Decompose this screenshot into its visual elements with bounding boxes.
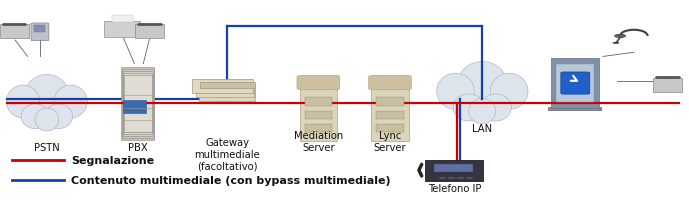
FancyBboxPatch shape <box>448 177 455 179</box>
Text: Mediation
Server: Mediation Server <box>294 131 343 152</box>
FancyBboxPatch shape <box>466 177 473 179</box>
Ellipse shape <box>491 74 528 110</box>
FancyBboxPatch shape <box>556 65 594 102</box>
FancyBboxPatch shape <box>200 86 256 101</box>
FancyBboxPatch shape <box>196 83 254 97</box>
FancyBboxPatch shape <box>123 73 152 135</box>
FancyBboxPatch shape <box>104 22 140 38</box>
Ellipse shape <box>25 75 69 116</box>
Ellipse shape <box>437 74 474 110</box>
Ellipse shape <box>54 86 88 118</box>
Text: Contenuto multimediale (con bypass multimediale): Contenuto multimediale (con bypass multi… <box>71 176 391 185</box>
Text: Segnalazione: Segnalazione <box>71 155 154 165</box>
FancyBboxPatch shape <box>434 164 473 172</box>
Text: LAN: LAN <box>472 124 493 134</box>
Ellipse shape <box>6 86 40 118</box>
FancyBboxPatch shape <box>551 59 599 109</box>
Text: PSTN: PSTN <box>34 142 60 152</box>
FancyBboxPatch shape <box>305 124 332 133</box>
FancyBboxPatch shape <box>200 82 255 89</box>
FancyBboxPatch shape <box>305 111 332 120</box>
Ellipse shape <box>35 109 59 131</box>
Circle shape <box>613 43 619 45</box>
Ellipse shape <box>453 94 484 121</box>
FancyBboxPatch shape <box>376 111 404 120</box>
Ellipse shape <box>21 104 49 129</box>
FancyBboxPatch shape <box>439 177 446 179</box>
FancyBboxPatch shape <box>457 177 464 179</box>
FancyBboxPatch shape <box>192 79 253 94</box>
FancyBboxPatch shape <box>548 107 601 111</box>
FancyBboxPatch shape <box>124 75 152 133</box>
Ellipse shape <box>457 62 507 107</box>
FancyBboxPatch shape <box>122 69 154 139</box>
FancyBboxPatch shape <box>561 73 590 95</box>
Ellipse shape <box>480 94 511 121</box>
FancyBboxPatch shape <box>123 71 153 137</box>
FancyBboxPatch shape <box>369 76 411 90</box>
FancyBboxPatch shape <box>300 83 337 141</box>
FancyBboxPatch shape <box>376 98 404 106</box>
FancyBboxPatch shape <box>376 124 404 133</box>
FancyBboxPatch shape <box>653 78 682 92</box>
FancyBboxPatch shape <box>123 101 146 113</box>
FancyBboxPatch shape <box>112 16 133 23</box>
FancyBboxPatch shape <box>297 76 340 90</box>
Text: Telefono IP: Telefono IP <box>428 183 482 193</box>
Text: PBX: PBX <box>128 142 147 152</box>
FancyBboxPatch shape <box>371 83 409 141</box>
Text: Lync
Server: Lync Server <box>373 131 407 152</box>
FancyBboxPatch shape <box>121 67 154 141</box>
FancyBboxPatch shape <box>305 98 332 106</box>
Circle shape <box>615 35 626 38</box>
FancyBboxPatch shape <box>31 24 49 41</box>
Ellipse shape <box>45 104 72 129</box>
FancyBboxPatch shape <box>425 161 483 181</box>
FancyBboxPatch shape <box>34 26 45 33</box>
FancyBboxPatch shape <box>0 25 29 39</box>
Text: Gateway
multimediale
(facoltativo): Gateway multimediale (facoltativo) <box>194 137 260 170</box>
Ellipse shape <box>469 99 496 124</box>
FancyBboxPatch shape <box>135 25 164 39</box>
